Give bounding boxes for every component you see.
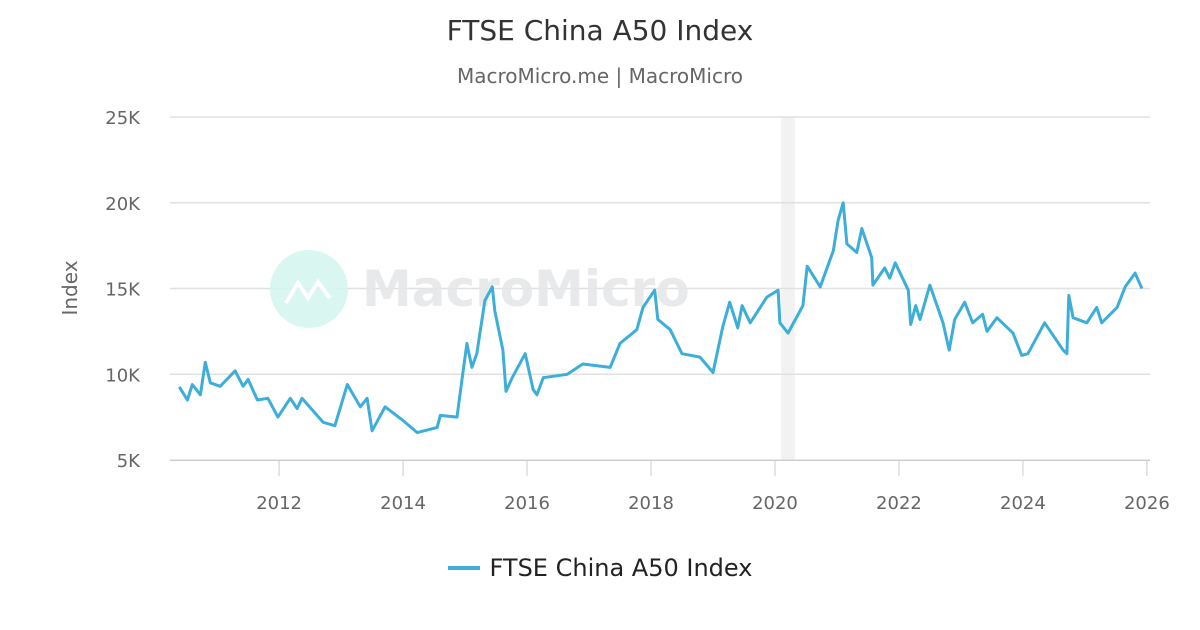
x-tick-label: 2014 — [380, 493, 426, 514]
legend-swatch — [447, 566, 480, 570]
x-tick-label: 2012 — [256, 493, 302, 514]
watermark-chart-icon — [284, 278, 332, 305]
y-axis-label: Index — [58, 260, 82, 315]
x-tick-label: 2026 — [1124, 493, 1170, 514]
chart-title: FTSE China A50 Index — [446, 14, 754, 47]
watermark-text: MacroMicro — [362, 260, 690, 318]
watermark-logo-icon — [270, 250, 348, 328]
x-tick-label: 2016 — [504, 493, 550, 514]
y-tick-label: 25K — [105, 108, 141, 129]
y-tick-label: 10K — [105, 365, 141, 386]
watermark-logo: MacroMicro — [270, 250, 690, 328]
y-tick-label: 5K — [117, 451, 141, 472]
legend[interactable]: FTSE China A50 Index — [0, 554, 1200, 582]
x-tick-label: 2024 — [1000, 493, 1046, 514]
x-tick-label: 2018 — [628, 493, 674, 514]
chart-subtitle: MacroMicro.me | MacroMicro — [457, 64, 743, 88]
x-tick-label: 2020 — [752, 493, 798, 514]
legend-label: FTSE China A50 Index — [489, 554, 753, 582]
y-tick-label: 20K — [105, 194, 141, 215]
x-tick-label: 2022 — [876, 493, 922, 514]
y-tick-label: 15K — [105, 280, 141, 301]
